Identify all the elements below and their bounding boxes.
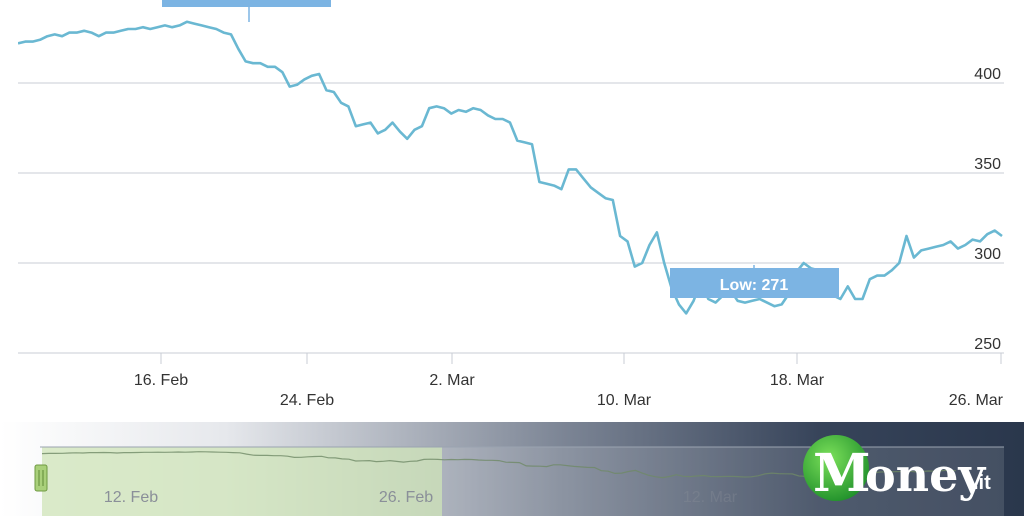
- x-tick-label: 16. Feb: [134, 372, 188, 389]
- y-tick-label: 400: [974, 66, 1001, 83]
- logo-ball-icon: [803, 435, 869, 501]
- money-it-logo: M oney .it: [803, 435, 991, 504]
- x-tick-label: 2. Mar: [429, 372, 475, 389]
- x-axis-ticks: 16. Feb 24. Feb 2. Mar 10. Mar 18. Mar 26. Ma…: [134, 353, 1004, 409]
- x-tick-label: 10. Mar: [597, 392, 652, 409]
- x-tick-label: 18. Mar: [770, 372, 825, 389]
- grid-lines: [18, 82, 1004, 264]
- series-layer: [18, 20, 1003, 315]
- navigator-label-1: 12. Feb: [104, 489, 158, 506]
- navigator-left-handle[interactable]: [34, 464, 48, 492]
- logo-word: oney: [865, 448, 986, 502]
- series-line: [18, 20, 1003, 315]
- logo-suffix: .it: [973, 472, 991, 494]
- y-tick-label: 350: [974, 156, 1001, 173]
- x-tick-label: 24. Feb: [280, 392, 334, 409]
- high-flag-box: [162, 0, 331, 7]
- flags-layer: Low: 271: [162, 0, 839, 298]
- y-tick-label: 250: [974, 336, 1001, 353]
- navigator-label-2: 26. Feb: [379, 489, 433, 506]
- navigator-series-line: [41, 451, 956, 479]
- y-axis-ticks: 250 300 350 400: [974, 66, 1001, 353]
- navigator-label-3: 12. Mar: [683, 489, 738, 506]
- navigator-selection[interactable]: [42, 447, 442, 516]
- logo-initial: M: [813, 443, 871, 504]
- x-tick-label: 26. Mar: [949, 392, 1004, 409]
- low-flag-box: [670, 268, 839, 298]
- low-flag-label: Low: 271: [720, 277, 789, 294]
- y-tick-label: 300: [974, 246, 1001, 263]
